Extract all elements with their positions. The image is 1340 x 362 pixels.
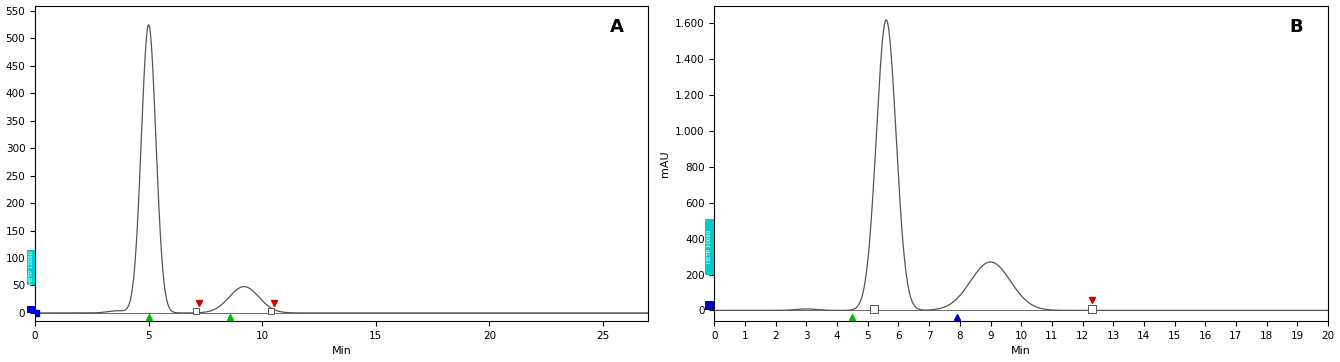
Text: A: A <box>610 18 624 36</box>
Bar <box>27 250 35 286</box>
Bar <box>705 219 714 274</box>
Y-axis label: mAU: mAU <box>659 150 670 177</box>
Bar <box>27 306 35 313</box>
Text: HETP 10060: HETP 10060 <box>28 251 34 284</box>
Text: HETP 10060: HETP 10060 <box>708 230 713 264</box>
Bar <box>705 302 714 310</box>
X-axis label: Min: Min <box>332 346 351 357</box>
Text: B: B <box>1289 18 1304 36</box>
X-axis label: Min: Min <box>1012 346 1030 357</box>
